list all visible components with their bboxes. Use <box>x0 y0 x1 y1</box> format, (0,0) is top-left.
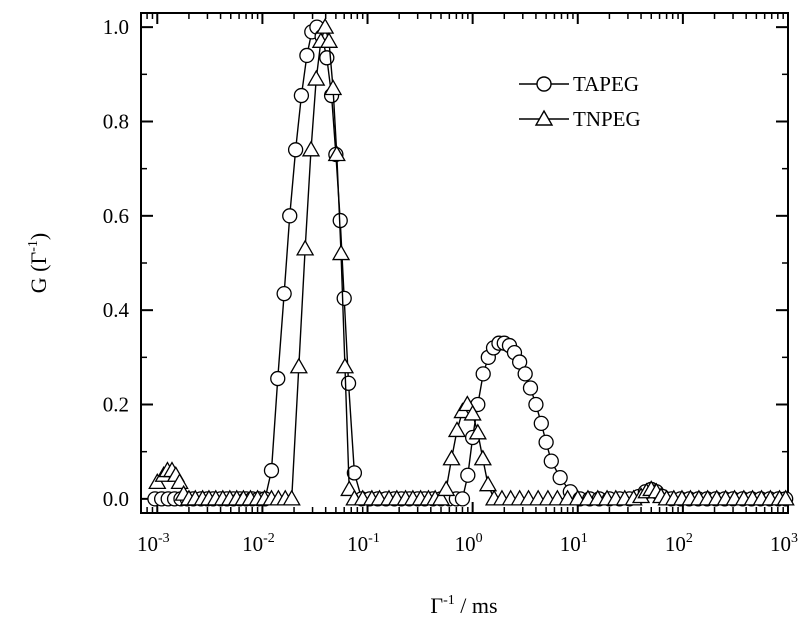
legend-label-tapeg: TAPEG <box>573 72 639 96</box>
x-tick-label-base: 10 <box>770 532 791 556</box>
data-point-tapeg <box>522 380 539 396</box>
x-tick-label: 102 <box>665 531 693 556</box>
data-point-tapeg <box>460 467 476 483</box>
legend-label-tnpeg: TNPEG <box>573 107 641 131</box>
data-point-tapeg <box>263 462 280 479</box>
x-axis-title-rest: / ms <box>455 593 498 618</box>
data-point-tnpeg <box>323 79 343 96</box>
y-tick-label: 1.0 <box>103 15 129 39</box>
data-point-tnpeg <box>463 404 482 421</box>
y-axis-title-rest: ) <box>26 233 51 240</box>
ticks <box>140 13 789 513</box>
data-point-tnpeg <box>447 421 467 438</box>
legend-marker-tapeg <box>536 76 552 92</box>
x-tick-label-base: 10 <box>560 532 581 556</box>
data-point-tnpeg <box>289 357 308 374</box>
data-point-tapeg <box>346 465 363 481</box>
y-tick-label: 0.2 <box>103 393 129 417</box>
data-point-tapeg <box>533 415 549 432</box>
series-layer <box>147 17 795 507</box>
x-tick-label: 10-2 <box>242 531 275 556</box>
data-point-tapeg <box>299 47 315 64</box>
y-tick-label: 0.8 <box>103 109 129 133</box>
legend: TAPEG TNPEG <box>519 72 641 131</box>
x-tick-label: 101 <box>560 531 588 556</box>
y-tick-label: 0.0 <box>103 487 129 511</box>
data-point-tnpeg <box>442 449 461 466</box>
data-point-tapeg <box>454 491 471 507</box>
data-point-tnpeg <box>307 69 326 86</box>
data-point-tapeg <box>270 370 286 387</box>
x-tick-label: 10-3 <box>137 531 170 556</box>
data-point-tnpeg <box>170 473 189 489</box>
data-point-tnpeg <box>282 489 301 506</box>
data-point-tnpeg <box>319 31 339 48</box>
x-tick-label-exp: -1 <box>368 531 380 546</box>
x-tick-label-base: 10 <box>347 532 368 556</box>
data-point-tnpeg <box>431 489 451 506</box>
data-point-tapeg <box>543 453 559 469</box>
x-tick-label: 103 <box>770 531 798 556</box>
data-point-tapeg <box>319 50 335 66</box>
x-tick-label: 100 <box>455 531 483 556</box>
series-line-tapeg <box>154 26 786 500</box>
x-tick-label-exp: -3 <box>158 531 170 546</box>
data-point-tnpeg <box>327 145 346 162</box>
data-point-tapeg <box>340 375 357 391</box>
tick-labels: 10-3 10-2 10-1 100 101 102 1030.00.20.40.60.81… <box>103 15 798 556</box>
x-tick-label: 10-1 <box>347 531 380 556</box>
x-tick-label-exp: -2 <box>263 531 275 546</box>
x-axis-title: Γ-1 / ms <box>430 593 497 618</box>
data-point-tapeg <box>293 87 310 104</box>
series-line-tnpeg <box>156 24 786 500</box>
data-point-tapeg <box>287 142 304 158</box>
data-point-tnpeg <box>315 17 335 34</box>
x-tick-label-exp: 0 <box>476 531 483 546</box>
data-point-tapeg <box>475 366 491 382</box>
y-axis-title-sup: -1 <box>26 240 41 252</box>
data-point-tnpeg <box>335 357 355 374</box>
data-point-tnpeg <box>468 423 487 440</box>
data-point-tnpeg <box>437 480 456 497</box>
series-tapeg <box>147 19 794 507</box>
data-point-tnpeg <box>473 449 492 466</box>
x-tick-label-base: 10 <box>455 532 476 556</box>
x-tick-label-base: 10 <box>137 532 158 556</box>
series-tnpeg <box>148 17 795 506</box>
y-tick-label: 0.4 <box>103 298 130 322</box>
data-point-tapeg <box>282 208 298 224</box>
data-point-tnpeg <box>478 475 498 492</box>
data-point-tnpeg <box>301 140 321 157</box>
data-point-tapeg <box>276 286 292 302</box>
data-point-tnpeg <box>331 244 351 261</box>
y-axis-title: G (Γ-1) <box>26 233 51 293</box>
x-tick-label-exp: 1 <box>581 531 588 546</box>
x-tick-label-base: 10 <box>665 532 686 556</box>
x-tick-label-base: 10 <box>242 532 263 556</box>
data-point-tnpeg <box>776 489 795 506</box>
y-tick-label: 0.6 <box>103 204 129 228</box>
data-point-tnpeg <box>296 239 315 256</box>
data-point-tapeg <box>336 290 352 307</box>
data-point-tapeg <box>538 434 554 450</box>
x-tick-label-exp: 3 <box>791 531 798 546</box>
data-point-tapeg <box>517 366 533 382</box>
data-point-tapeg <box>528 396 544 413</box>
plot-frame <box>140 12 789 514</box>
legend-marker-tnpeg <box>534 109 554 126</box>
x-tick-label-exp: 2 <box>686 531 693 546</box>
x-axis-title-base: Γ <box>430 593 443 618</box>
x-axis-title-sup: -1 <box>443 593 455 608</box>
y-axis-title-base: G (Γ <box>26 252 51 294</box>
data-point-tapeg <box>552 469 568 486</box>
